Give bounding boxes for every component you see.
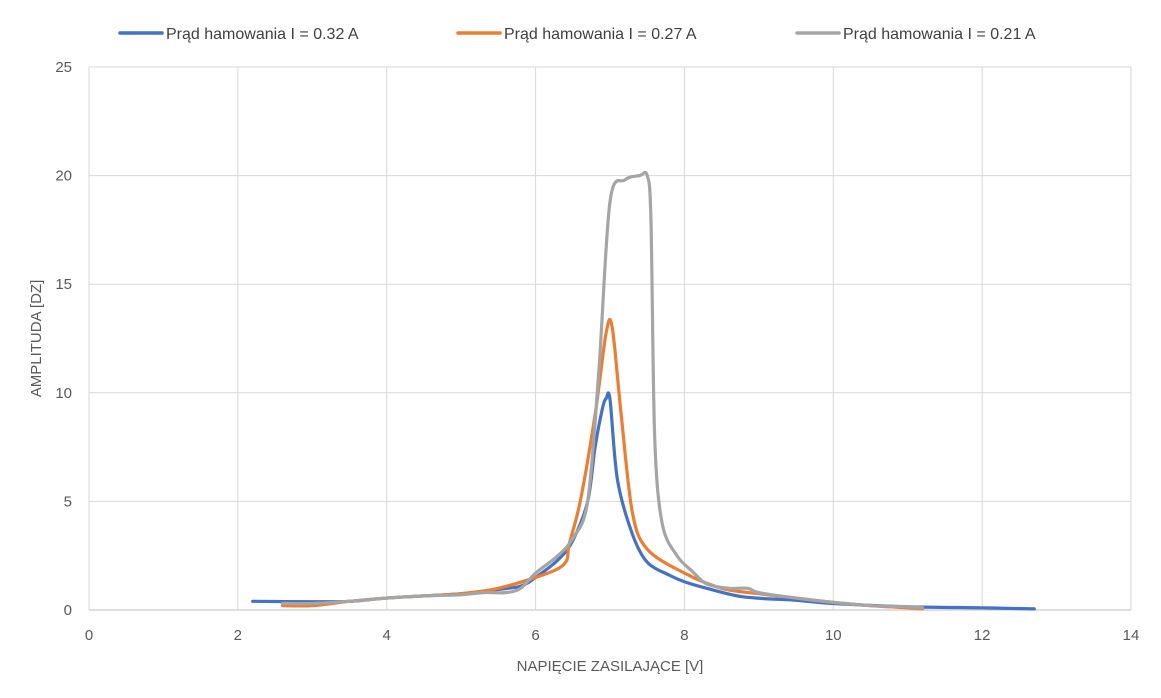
series-group <box>251 170 1036 611</box>
series-line-1 <box>280 317 925 611</box>
y-tick-label: 15 <box>55 276 72 293</box>
y-axis-title: AMPLITUDA [DZ] <box>28 280 45 398</box>
y-tick-label: 0 <box>64 602 72 619</box>
x-tick-label: 0 <box>85 627 93 644</box>
legend-label-2: Prąd hamowania I = 0.21 A <box>843 26 1036 43</box>
y-tick-label: 5 <box>64 493 72 510</box>
y-tick-label: 10 <box>55 385 72 402</box>
x-tick-label: 12 <box>974 627 991 644</box>
x-tick-label: 10 <box>825 627 842 644</box>
gridlines <box>88 66 1132 611</box>
legend-label-0: Prąd hamowania I = 0.32 A <box>166 26 359 43</box>
y-tick-label: 20 <box>55 168 72 185</box>
series-line-0 <box>251 391 1036 611</box>
series-line-2 <box>280 170 925 610</box>
legend: Prąd hamowania I = 0.32 A Prąd hamowania … <box>118 26 1036 43</box>
x-tick-label: 4 <box>383 627 391 644</box>
y-tick-label: 25 <box>55 59 72 76</box>
legend-label-1: Prąd hamowania I = 0.27 A <box>504 26 697 43</box>
x-axis-title: NAPIĘCIE ZASILAJĄCE [V] <box>517 658 704 675</box>
x-tick-label: 6 <box>531 627 539 644</box>
x-tick-label: 2 <box>234 627 242 644</box>
axes: 0 5 10 15 20 25 0 2 4 6 8 10 12 14 <box>55 59 1139 644</box>
x-tick-label: 14 <box>1123 627 1140 644</box>
x-tick-label: 8 <box>680 627 688 644</box>
